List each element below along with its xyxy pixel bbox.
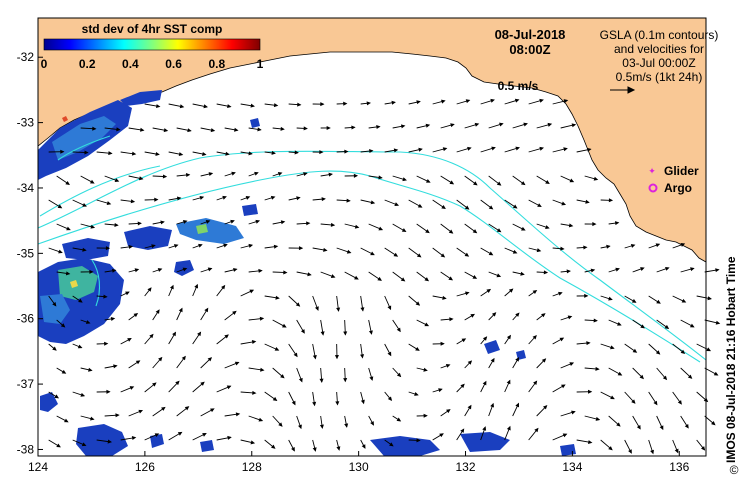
colorbar-tick-label: 0.6 <box>165 57 182 71</box>
lat-tick-label: -33 <box>17 116 35 130</box>
velocity-arrowhead <box>715 373 718 375</box>
lon-tick-label: 136 <box>669 460 689 474</box>
credit-text: IMOS 08-Jul-2018 21:16 Hobart Time <box>724 256 738 463</box>
legend-line-4: 0.5m/s (1kt 24h) <box>616 70 703 84</box>
colorbar-tick-label: 0 <box>41 57 48 71</box>
lon-tick-label: 130 <box>349 460 369 474</box>
colorbar-title: std dev of 4hr SST comp <box>82 22 223 36</box>
velocity-arrowhead <box>708 297 711 300</box>
arrow-scale-label: 0.5 m/s <box>498 79 539 93</box>
colorbar-tick-label: 0.4 <box>122 57 139 71</box>
lon-tick-label: 134 <box>562 460 582 474</box>
lat-tick-label: -37 <box>17 377 35 391</box>
colorbar-tick-label: 0.2 <box>79 57 96 71</box>
legend-line-2: and velocities for <box>614 42 704 56</box>
lon-tick-label: 132 <box>456 460 476 474</box>
argo-label: Argo <box>664 181 692 195</box>
lat-tick-label: -34 <box>17 181 35 195</box>
lon-tick-label: 124 <box>28 460 48 474</box>
lon-tick-label: 126 <box>135 460 155 474</box>
colorbar-gradient <box>44 39 260 50</box>
legend-line-1: GSLA (0.1m contours) <box>600 28 719 42</box>
lat-tick-label: -32 <box>17 50 35 64</box>
colorbar-tick-label: 0.8 <box>208 57 225 71</box>
colorbar-tick-label: 1 <box>257 57 264 71</box>
lat-tick-label: -36 <box>17 312 35 326</box>
lon-tick-label: 128 <box>242 460 262 474</box>
map-time: 08:00Z <box>509 42 550 57</box>
legend-line-3: 03-Jul 00:00Z <box>622 56 695 70</box>
copyright-icon: © <box>730 463 739 477</box>
velocity-arrowhead <box>716 269 719 272</box>
glider-label: Glider <box>664 164 699 178</box>
glider-marker-icon: ✦ <box>648 166 656 176</box>
velocity-arrowhead <box>716 322 719 325</box>
lat-tick-label: -35 <box>17 246 35 260</box>
map-date: 08-Jul-2018 <box>495 27 566 42</box>
lat-tick-label: -38 <box>17 442 35 456</box>
velocity-arrowhead <box>707 348 710 350</box>
